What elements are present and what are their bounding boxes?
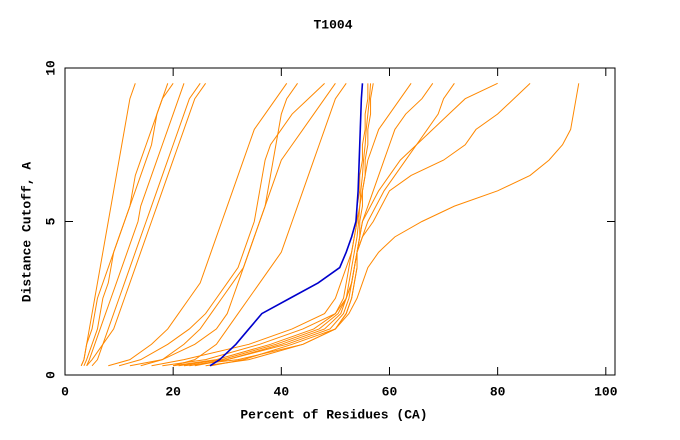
x-tick-label: 80 bbox=[490, 384, 506, 399]
series-line bbox=[80, 83, 136, 366]
series-line bbox=[108, 83, 288, 367]
series-line bbox=[151, 83, 412, 367]
series-line bbox=[183, 83, 374, 367]
series-line bbox=[178, 83, 455, 367]
series-line bbox=[129, 83, 298, 367]
series-line bbox=[80, 83, 174, 366]
series-line bbox=[86, 83, 207, 367]
series-line bbox=[173, 83, 369, 367]
series-line bbox=[209, 83, 364, 367]
x-tick-label: 60 bbox=[382, 384, 398, 399]
series-line bbox=[194, 83, 372, 367]
series-line bbox=[189, 82, 498, 367]
y-tick-label: 0 bbox=[43, 371, 58, 379]
x-axis-label: Percent of Residues (CA) bbox=[240, 407, 427, 422]
y-axis-label: Distance Cutoff, A bbox=[19, 162, 34, 303]
series-line bbox=[210, 83, 580, 367]
series-line bbox=[205, 82, 531, 367]
series-line bbox=[162, 83, 434, 367]
y-tick-label: 5 bbox=[43, 217, 58, 225]
x-tick-label: 0 bbox=[61, 384, 69, 399]
x-tick-label: 20 bbox=[165, 384, 181, 399]
x-tick-label: 100 bbox=[594, 384, 618, 399]
plot-frame bbox=[64, 67, 616, 376]
series-line bbox=[86, 83, 185, 366]
x-tick-label: 40 bbox=[274, 384, 290, 399]
chart-title: T1004 bbox=[313, 17, 352, 32]
y-tick-label: 10 bbox=[43, 60, 58, 76]
series-line bbox=[140, 83, 336, 367]
series-line bbox=[173, 83, 347, 367]
series-line bbox=[118, 82, 325, 367]
series-line bbox=[91, 83, 201, 367]
